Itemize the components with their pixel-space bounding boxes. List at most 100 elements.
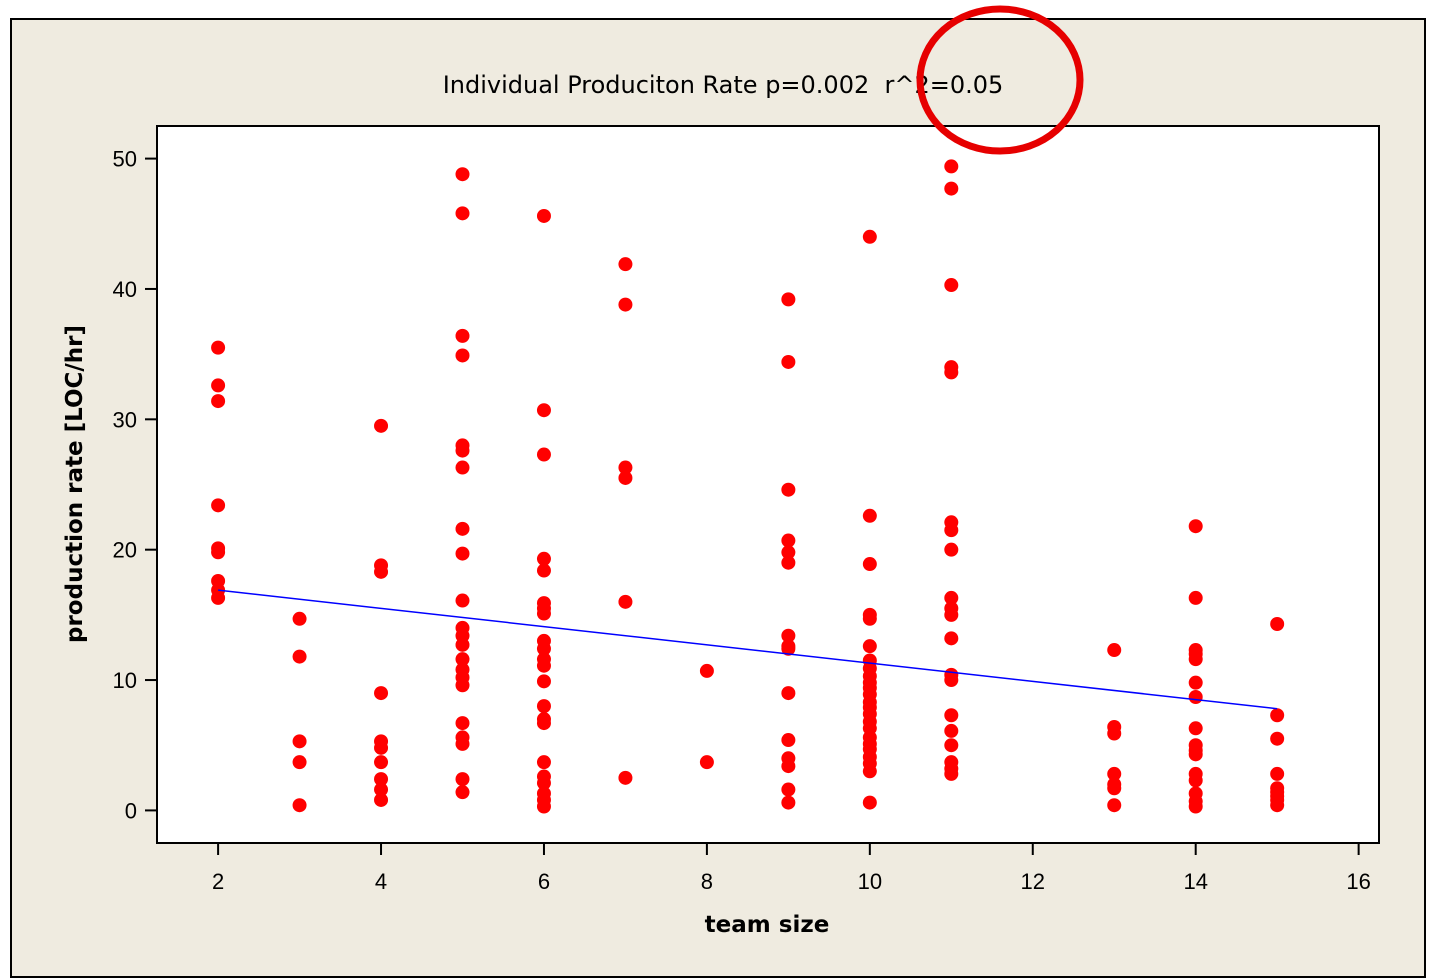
data-point bbox=[536, 674, 551, 689]
data-point bbox=[455, 637, 470, 652]
data-point bbox=[455, 593, 470, 608]
x-tick-label: 12 bbox=[1021, 869, 1045, 894]
x-tick-label: 16 bbox=[1346, 869, 1370, 894]
data-point bbox=[536, 551, 551, 566]
data-point bbox=[455, 206, 470, 221]
y-axis-label: production rate [LOC/hr] bbox=[62, 325, 88, 643]
data-point bbox=[781, 555, 796, 570]
highlight-circle bbox=[916, 5, 1084, 155]
data-point bbox=[944, 523, 959, 538]
data-point bbox=[1107, 798, 1122, 813]
data-point bbox=[536, 755, 551, 770]
x-axis: 2 4 6 8 10 12 14 16 bbox=[212, 843, 1371, 894]
y-tick-label: 20 bbox=[113, 538, 137, 563]
data-point bbox=[1270, 798, 1285, 813]
data-point bbox=[536, 699, 551, 714]
data-point bbox=[455, 348, 470, 363]
data-point bbox=[1107, 781, 1122, 796]
data-point bbox=[618, 297, 633, 312]
data-point bbox=[699, 663, 714, 678]
data-point bbox=[536, 447, 551, 462]
data-point bbox=[944, 738, 959, 753]
data-point bbox=[536, 563, 551, 578]
data-point bbox=[944, 631, 959, 646]
y-axis: 0 10 20 30 40 50 bbox=[113, 147, 157, 823]
data-point bbox=[862, 795, 877, 810]
y-tick-label: 40 bbox=[113, 277, 137, 302]
data-point bbox=[944, 278, 959, 293]
data-point bbox=[536, 641, 551, 656]
data-point bbox=[536, 658, 551, 673]
x-tick-label: 8 bbox=[701, 869, 713, 894]
data-point bbox=[211, 394, 226, 409]
data-point bbox=[536, 606, 551, 621]
data-point bbox=[1188, 721, 1203, 736]
data-point bbox=[1107, 726, 1122, 741]
data-point bbox=[781, 795, 796, 810]
data-point bbox=[618, 770, 633, 785]
data-point bbox=[781, 628, 796, 643]
data-point bbox=[862, 611, 877, 626]
fit-line bbox=[218, 589, 1278, 710]
data-point bbox=[618, 594, 633, 609]
x-tick-label: 6 bbox=[538, 869, 550, 894]
data-point bbox=[374, 782, 389, 797]
data-point bbox=[374, 564, 389, 579]
data-point bbox=[1188, 773, 1203, 788]
data-point bbox=[1270, 708, 1285, 723]
data-point bbox=[1188, 519, 1203, 534]
data-point bbox=[211, 340, 226, 355]
data-point bbox=[944, 542, 959, 557]
data-point bbox=[944, 159, 959, 174]
data-point bbox=[536, 776, 551, 791]
data-point bbox=[536, 208, 551, 223]
data-point bbox=[1188, 689, 1203, 704]
data-point bbox=[1188, 799, 1203, 814]
data-point bbox=[455, 785, 470, 800]
data-point bbox=[862, 639, 877, 654]
data-point bbox=[374, 418, 389, 433]
data-point bbox=[455, 460, 470, 475]
y-tick-label: 50 bbox=[113, 147, 137, 172]
data-point bbox=[292, 755, 307, 770]
data-point bbox=[374, 686, 389, 701]
data-point bbox=[374, 772, 389, 787]
data-point bbox=[1107, 766, 1122, 781]
x-tick-label: 2 bbox=[212, 869, 224, 894]
data-point bbox=[374, 740, 389, 755]
y-tick-label: 10 bbox=[113, 668, 137, 693]
data-point bbox=[781, 482, 796, 497]
data-point bbox=[455, 652, 470, 667]
data-point bbox=[618, 460, 633, 475]
data-point bbox=[781, 759, 796, 774]
data-point bbox=[781, 641, 796, 656]
data-point bbox=[944, 708, 959, 723]
data-point bbox=[862, 557, 877, 572]
data-point bbox=[618, 257, 633, 272]
data-points bbox=[211, 159, 1285, 814]
data-point bbox=[455, 772, 470, 787]
data-point bbox=[944, 723, 959, 738]
data-point bbox=[862, 508, 877, 523]
data-point bbox=[374, 792, 389, 807]
data-point bbox=[292, 734, 307, 749]
data-point bbox=[1188, 590, 1203, 605]
plot-area bbox=[156, 125, 1380, 844]
data-point bbox=[1270, 766, 1285, 781]
data-point bbox=[292, 611, 307, 626]
data-point bbox=[455, 678, 470, 693]
data-point bbox=[536, 716, 551, 731]
data-point bbox=[781, 686, 796, 701]
data-point bbox=[944, 365, 959, 380]
x-axis-label: team size bbox=[705, 912, 830, 938]
data-point bbox=[944, 766, 959, 781]
data-point bbox=[455, 716, 470, 731]
data-point bbox=[536, 799, 551, 814]
y-tick-label: 30 bbox=[113, 407, 137, 432]
data-point bbox=[374, 755, 389, 770]
data-point bbox=[1188, 747, 1203, 762]
data-point bbox=[292, 798, 307, 813]
data-point bbox=[1270, 731, 1285, 746]
data-point bbox=[944, 590, 959, 605]
